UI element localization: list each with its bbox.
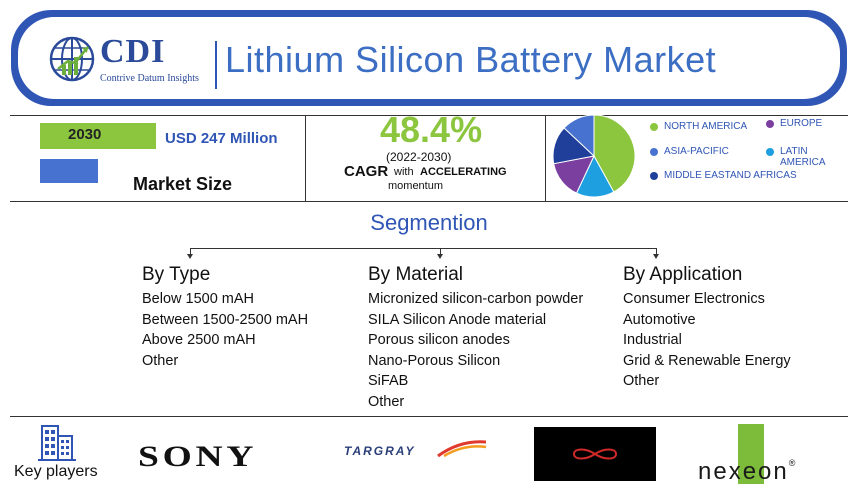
stats-divider-2 (545, 115, 546, 201)
segment-item: SILA Silicon Anode material (368, 311, 547, 328)
targray-wordmark: TARGRAY (344, 444, 416, 458)
tree-branch (656, 248, 657, 256)
segment-item: Nano-Porous Silicon (368, 352, 501, 369)
legend-item-latin-america: LATIN AMERICA (766, 146, 836, 168)
bar-year-label: 2030 (68, 126, 102, 143)
cagr-label: CAGR (344, 163, 389, 180)
segment-heading: By Material (368, 264, 464, 285)
legend-dot (766, 120, 774, 128)
legend-dot (650, 123, 658, 131)
cdi-logo: CDI Contrive Datum Insights (48, 33, 208, 95)
nexeon-wordmark: nexeon (698, 458, 789, 485)
partner-logo-dark (534, 427, 656, 481)
pie-slice (593, 114, 636, 193)
cagr-period: (2022-2030) (386, 150, 452, 164)
nexeon-logo-bar (738, 424, 764, 484)
cagr-momentum: momentum (388, 180, 444, 192)
bar-base (40, 159, 98, 183)
stats-bottom-divider (10, 201, 848, 202)
market-size-label: Market Size (133, 174, 233, 194)
arrow-down-icon (437, 254, 443, 259)
segment-by-type: By Type Below 1500 mAH Between 1500-2500… (142, 264, 308, 371)
arrow-down-icon (653, 254, 659, 259)
legend-item-middle-east-africa: MIDDLE EASTAND AFRICAS (650, 170, 797, 181)
legend-item-europe: EUROPE (766, 118, 822, 129)
logo-name: CDI (100, 33, 166, 70)
region-pie-chart (552, 114, 636, 198)
segment-item: Above 2500 mAH (142, 332, 256, 349)
segmentation-title: Segmention (370, 210, 488, 235)
segment-by-application: By Application Consumer Electronics Auto… (623, 264, 791, 392)
key-players-divider (10, 416, 848, 417)
legend-dot (650, 172, 658, 180)
segment-item: Grid & Renewable Energy (623, 352, 791, 369)
header-inner: CDI Contrive Datum Insights Lithium Sili… (18, 17, 840, 99)
buildings-icon (38, 425, 76, 461)
arrow-down-icon (187, 254, 193, 259)
segment-item: Between 1500-2500 mAH (142, 311, 309, 328)
legend-label: LATIN AMERICA (780, 146, 826, 168)
infinity-icon (572, 448, 618, 460)
logo-tagline: Contrive Datum Insights (100, 73, 199, 84)
bar-2030 (40, 123, 156, 149)
globe-icon (49, 36, 95, 82)
key-players-label: Key players (14, 463, 98, 480)
tree-branch (440, 248, 441, 256)
tree-branch (190, 248, 191, 256)
segment-item: Micronized silicon-carbon powder (368, 291, 584, 307)
segment-item: Automotive (623, 311, 696, 328)
segment-by-material: By Material Micronized silicon-carbon po… (368, 264, 583, 413)
legend-label: NORTH AMERICA (664, 121, 748, 132)
legend-item-north-america: NORTH AMERICA (650, 121, 747, 132)
page-title: Lithium Silicon Battery Market (225, 39, 717, 80)
legend-dot (766, 148, 774, 156)
segment-item: Other (623, 373, 660, 390)
pie-slice (563, 114, 595, 158)
legend-label: EUROPE (780, 118, 823, 129)
nexeon-logo: nexeon® (698, 458, 797, 486)
segment-heading: By Application (623, 264, 743, 285)
segment-item: Other (142, 352, 179, 369)
segment-item: Porous silicon anodes (368, 332, 510, 349)
cagr-value: 48.4% (380, 109, 483, 150)
segment-item: Consumer Electronics (623, 291, 765, 307)
legend-label: MIDDLE EASTAND AFRICAS (664, 170, 797, 181)
legend-label: ASIA-PACIFIC (664, 146, 729, 157)
registered-icon: ® (788, 458, 798, 468)
segment-item: Below 1500 mAH (142, 291, 255, 307)
cagr-with: with (394, 166, 414, 178)
header-banner: CDI Contrive Datum Insights Lithium Sili… (11, 10, 847, 106)
tree-connector (190, 248, 656, 249)
segment-item: SiFAB (368, 373, 409, 390)
stats-top-divider (10, 115, 848, 116)
legend-item-asia-pacific: ASIA-PACIFIC (650, 146, 729, 157)
sony-logo: SONY (138, 440, 258, 473)
header-divider (215, 41, 217, 89)
segment-heading: By Type (142, 264, 211, 285)
targray-swoosh-icon (437, 440, 487, 458)
cagr-accelerating: ACCELERATING (420, 166, 507, 178)
segment-item: Other (368, 393, 405, 410)
market-value: USD 247 Million (165, 130, 278, 147)
stats-divider-1 (305, 115, 306, 201)
segment-item: Industrial (623, 332, 682, 349)
targray-logo: TARGRAY (344, 438, 488, 460)
legend-dot (650, 148, 658, 156)
